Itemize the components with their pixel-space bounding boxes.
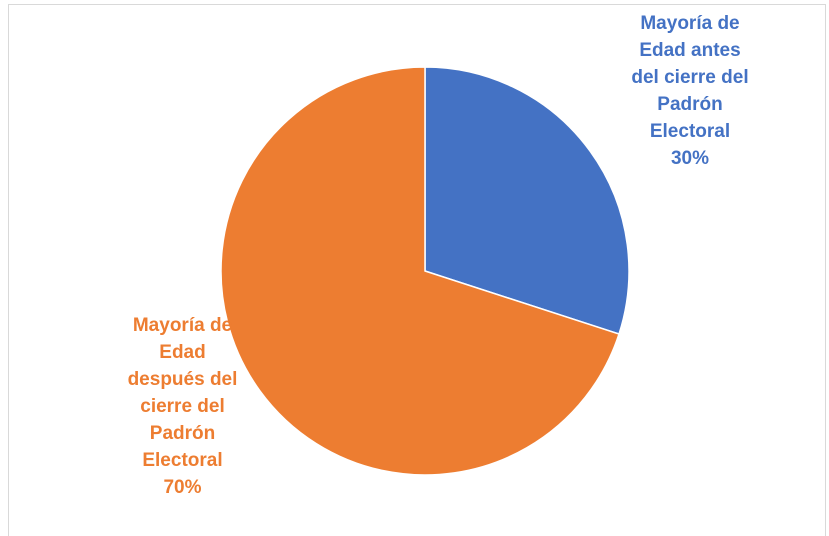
- label-line: Padrón: [149, 423, 216, 444]
- label-line: Electoral: [649, 121, 731, 142]
- label-line: Electoral: [142, 450, 223, 471]
- label-line: cierre del: [140, 396, 225, 417]
- label-value: 30%: [670, 148, 710, 169]
- pie-slices: [220, 66, 630, 476]
- label-line: Mayoría de: [640, 13, 740, 34]
- pie-slice-1: [220, 66, 620, 476]
- label-line: después del: [127, 369, 238, 390]
- data-label-slice-0: Mayoría de Edad antes del cierre del Pad…: [600, 10, 780, 172]
- label-line: Edad antes: [639, 40, 741, 61]
- pie-slice-0: [424, 66, 630, 335]
- data-label-slice-1: Mayoría de Edad después del cierre del P…: [95, 312, 270, 501]
- label-value: 70%: [163, 477, 202, 498]
- label-line: Padrón: [657, 94, 723, 115]
- label-line: Edad: [159, 342, 206, 363]
- label-line: del cierre del: [631, 67, 749, 88]
- label-line: Mayoría de: [132, 315, 233, 336]
